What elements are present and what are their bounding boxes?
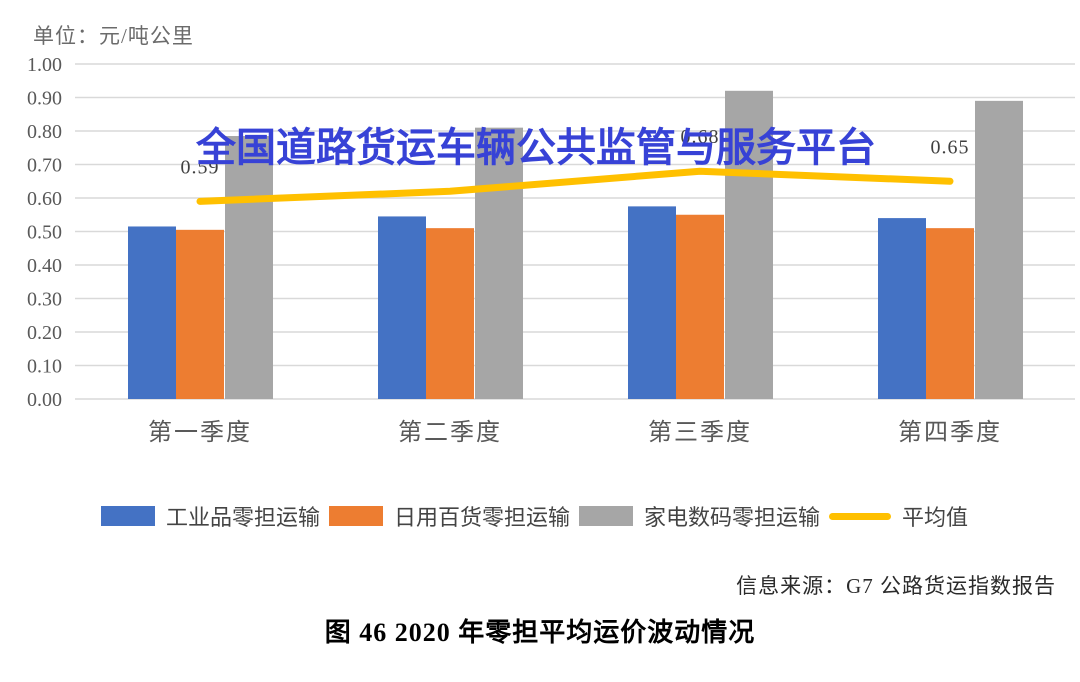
legend-item: 日用百货零担运输	[329, 500, 570, 532]
bar	[676, 214, 724, 399]
y-tick-label: 0.40	[27, 255, 62, 277]
bar	[878, 218, 926, 399]
x-tick-label: 第四季度	[898, 419, 1002, 446]
legend-item: 平均值	[829, 500, 968, 532]
data-label: 0.65	[931, 136, 970, 158]
legend-label: 平均值	[902, 505, 969, 530]
chart-legend: 工业品零担运输 日用百货零担运输 家电数码零担运输 平均值	[101, 500, 977, 532]
data-label: 0.59	[181, 156, 220, 178]
average-line	[196, 167, 954, 205]
chart-plot: 0.00 0.10 0.20 0.30 0.40 0.50 0.60 0.70 0.80 0.90…	[27, 54, 1075, 446]
unit-label: 单位：元/吨公里	[33, 24, 194, 48]
y-tick-label: 0.60	[27, 188, 62, 210]
legend-color-swatch	[101, 506, 155, 526]
legend-item: 工业品零担运输	[101, 500, 320, 532]
figure-caption: 图 46 2020 年零担平均运价波动情况	[324, 618, 756, 647]
legend-label: 家电数码零担运输	[644, 505, 821, 530]
y-tick-label: 1.00	[27, 54, 62, 76]
bar	[426, 228, 474, 399]
source-note: 信息来源：G7 公路货运指数报告	[736, 574, 1056, 598]
y-tick-label: 0.70	[27, 155, 62, 177]
y-tick-label: 0.30	[27, 289, 62, 311]
legend-item: 家电数码零担运输	[579, 500, 820, 532]
legend-label: 工业品零担运输	[166, 505, 321, 530]
y-tick-label: 0.00	[27, 389, 62, 411]
bar	[128, 226, 176, 399]
bar	[725, 90, 773, 400]
legend-color-swatch	[329, 506, 384, 526]
y-tick-label: 0.20	[27, 322, 62, 344]
bar	[176, 229, 224, 399]
data-label: 0.68	[681, 126, 720, 148]
x-tick-label: 第三季度	[648, 419, 752, 446]
bar	[378, 216, 426, 399]
bar	[225, 136, 273, 399]
watermark-text: 全国道路货运车辆公共监管与服务平台	[195, 125, 876, 170]
y-tick-label: 0.80	[27, 121, 62, 143]
y-tick-label: 0.50	[27, 222, 62, 244]
legend-label: 日用百货零担运输	[394, 505, 571, 530]
bar	[975, 100, 1023, 399]
x-tick-label: 第二季度	[398, 419, 502, 446]
legend-color-swatch	[579, 506, 634, 526]
bar	[926, 228, 974, 399]
x-tick-label: 第一季度	[148, 419, 252, 446]
bar	[628, 206, 676, 399]
y-tick-label: 0.10	[27, 356, 62, 378]
legend-line-swatch	[829, 512, 892, 520]
bar	[475, 127, 523, 400]
y-tick-label: 0.90	[27, 88, 62, 110]
